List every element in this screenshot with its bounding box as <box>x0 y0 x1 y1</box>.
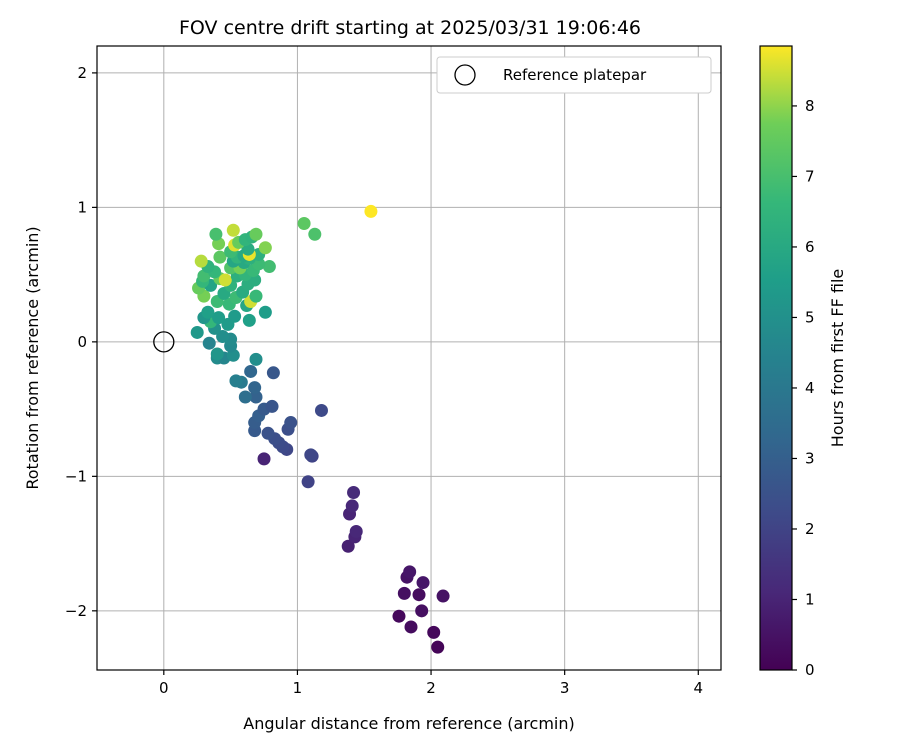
data-point <box>218 273 232 287</box>
data-point <box>202 336 216 350</box>
data-point <box>261 426 275 440</box>
data-point <box>212 311 226 325</box>
colorbar-tick-label: 0 <box>805 661 815 679</box>
data-point <box>308 227 322 241</box>
x-axis-label: Angular distance from reference (arcmin) <box>243 714 574 733</box>
x-tick-label: 0 <box>159 679 169 697</box>
data-point <box>216 329 230 343</box>
data-point <box>238 390 252 404</box>
data-point <box>415 604 429 618</box>
data-point <box>190 325 204 339</box>
data-point <box>249 227 263 241</box>
data-point <box>226 223 240 237</box>
colorbar-tick-label: 8 <box>805 97 815 115</box>
data-point <box>431 640 445 654</box>
data-point <box>228 309 242 323</box>
colorbar-tick-label: 7 <box>805 167 815 185</box>
data-point <box>265 399 279 413</box>
data-point <box>201 305 215 319</box>
x-tick-label: 4 <box>694 679 704 697</box>
data-point <box>210 347 224 361</box>
data-point <box>258 241 272 255</box>
y-tick-label: 2 <box>77 64 87 82</box>
data-point <box>244 364 258 378</box>
plot-frame <box>96 45 722 671</box>
colorbar-ticks: 0 1 2 3 4 5 6 7 8 <box>792 97 815 679</box>
legend-box <box>436 56 712 94</box>
data-point <box>249 289 263 303</box>
data-point <box>349 524 363 538</box>
data-point <box>403 565 417 579</box>
colorbar-tick-label: 5 <box>805 308 815 326</box>
data-point <box>341 539 355 553</box>
x-tick-label: 3 <box>560 679 570 697</box>
y-axis-ticks: −2 −1 0 1 2 <box>65 64 97 620</box>
data-point <box>412 588 426 602</box>
data-point <box>194 254 208 268</box>
data-point <box>416 576 430 590</box>
scatter-points <box>190 204 450 654</box>
y-tick-label: −1 <box>65 467 87 485</box>
data-point <box>297 217 311 231</box>
data-point <box>314 403 328 417</box>
legend: Reference platepar <box>436 56 712 94</box>
colorbar <box>759 45 793 671</box>
data-point <box>304 448 318 462</box>
reference-point-marker <box>153 331 175 353</box>
x-axis-ticks: 0 1 2 3 4 <box>159 670 703 697</box>
y-axis-label: Rotation from reference (arcmin) <box>23 226 42 489</box>
legend-label: Reference platepar <box>503 66 647 84</box>
y-tick-label: −2 <box>65 602 87 620</box>
colorbar-tick-label: 2 <box>805 520 815 538</box>
data-point <box>347 485 361 499</box>
x-tick-label: 2 <box>426 679 436 697</box>
data-point <box>249 352 263 366</box>
data-point <box>427 625 441 639</box>
chart-title: FOV centre drift starting at 2025/03/31 … <box>179 17 641 39</box>
y-tick-label: 1 <box>77 198 87 216</box>
data-point <box>258 305 272 319</box>
y-tick-label: 0 <box>77 333 87 351</box>
data-point <box>392 609 406 623</box>
colorbar-tick-label: 4 <box>805 379 815 397</box>
data-point <box>301 475 315 489</box>
data-point <box>345 499 359 513</box>
data-point <box>397 586 411 600</box>
data-point <box>436 589 450 603</box>
data-point <box>242 313 256 327</box>
colorbar-tick-label: 1 <box>805 590 815 608</box>
colorbar-tick-label: 6 <box>805 238 815 256</box>
colorbar-tick-label: 3 <box>805 449 815 467</box>
data-point <box>262 260 276 274</box>
data-point <box>364 204 378 218</box>
data-point <box>266 366 280 380</box>
data-point <box>209 227 223 241</box>
data-point <box>404 620 418 634</box>
data-point <box>257 452 271 466</box>
legend-marker <box>454 64 476 86</box>
data-point <box>229 374 243 388</box>
data-point <box>248 381 262 395</box>
data-point <box>213 250 227 264</box>
data-point <box>284 416 298 430</box>
colorbar-label: Hours from first FF file <box>828 269 847 448</box>
x-tick-label: 1 <box>293 679 303 697</box>
